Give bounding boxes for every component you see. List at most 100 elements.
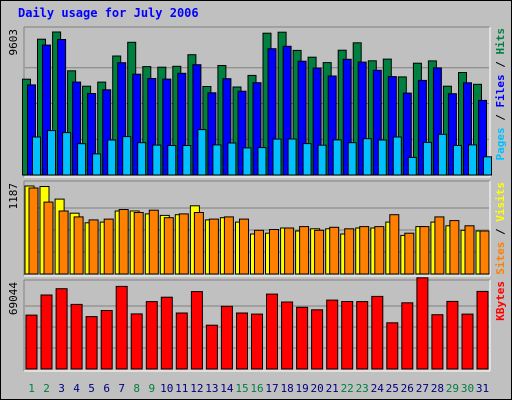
legend-visits: Visits xyxy=(494,182,507,222)
legend-separator: / xyxy=(494,108,507,128)
bar-pages-day-8 xyxy=(137,142,147,176)
x-tick-label-day-30: 30 xyxy=(461,382,474,395)
legend-files: Files xyxy=(494,74,507,107)
bar-sites-day-23 xyxy=(359,226,370,275)
bar-pages-day-21 xyxy=(332,139,342,176)
x-tick-label-day-26: 26 xyxy=(401,382,414,395)
x-tick-label-day-3: 3 xyxy=(58,382,65,395)
legend-separator: / xyxy=(494,222,507,242)
bar-pages-day-30 xyxy=(468,144,477,176)
bar-pages-day-16 xyxy=(257,147,267,176)
x-tick-label-day-12: 12 xyxy=(190,382,203,395)
x-tick-label-day-16: 16 xyxy=(250,382,263,395)
bar-files-day-20 xyxy=(312,67,322,176)
bar-files-day-9 xyxy=(147,78,157,176)
bar-kbytes-day-6 xyxy=(100,310,113,370)
x-tick-label-day-7: 7 xyxy=(118,382,125,395)
x-tick-label-day-15: 15 xyxy=(235,382,248,395)
x-tick-label-day-2: 2 xyxy=(43,382,50,395)
x-tick-label-day-13: 13 xyxy=(205,382,218,395)
panel-top-max-label: 9603 xyxy=(7,29,20,56)
bar-kbytes-day-30 xyxy=(461,313,474,370)
bar-files-day-30 xyxy=(463,82,472,176)
bar-files-day-12 xyxy=(192,64,202,176)
bar-files-day-31 xyxy=(478,99,487,176)
bar-sites-day-26 xyxy=(404,232,415,275)
bar-files-day-14 xyxy=(222,78,232,176)
bar-sites-day-12 xyxy=(193,212,204,275)
x-tick-label-day-23: 23 xyxy=(356,382,369,395)
bar-sites-day-18 xyxy=(284,227,295,275)
bar-files-day-18 xyxy=(282,45,292,176)
panel-bottom-legend: KBytes xyxy=(494,281,507,321)
bar-kbytes-day-31 xyxy=(476,290,489,370)
bar-kbytes-day-1 xyxy=(25,314,38,370)
bar-pages-day-25 xyxy=(392,136,402,176)
legend-hits: Hits xyxy=(494,28,507,55)
bar-files-day-24 xyxy=(372,69,382,176)
x-tick-label-day-9: 9 xyxy=(148,382,155,395)
bar-files-day-27 xyxy=(417,79,427,176)
bar-pages-day-11 xyxy=(182,145,192,176)
panel-bottom-max-label: 69044 xyxy=(7,282,20,315)
x-tick-label-day-5: 5 xyxy=(88,382,95,395)
bar-files-day-3 xyxy=(57,39,67,176)
bar-kbytes-day-23 xyxy=(356,301,369,370)
x-tick-label-day-31: 31 xyxy=(476,382,489,395)
bar-pages-day-19 xyxy=(302,143,312,176)
bar-kbytes-day-21 xyxy=(326,299,339,370)
bar-sites-day-13 xyxy=(208,218,219,275)
bar-sites-day-3 xyxy=(58,210,69,275)
legend-sites: Sites xyxy=(494,242,507,275)
bar-sites-day-29 xyxy=(449,220,460,275)
chart-title: Daily usage for July 2006 xyxy=(18,6,199,20)
x-tick-label-day-29: 29 xyxy=(446,382,459,395)
bar-pages-day-26 xyxy=(407,156,417,176)
bar-kbytes-day-15 xyxy=(236,312,248,370)
x-tick-label-day-24: 24 xyxy=(371,382,385,395)
bar-kbytes-day-16 xyxy=(251,313,263,370)
bar-sites-day-8 xyxy=(133,212,144,275)
bar-kbytes-day-22 xyxy=(341,301,354,370)
bar-pages-day-17 xyxy=(272,138,282,176)
bar-pages-day-1 xyxy=(32,136,41,176)
bar-sites-day-28 xyxy=(434,216,445,275)
bar-kbytes-day-2 xyxy=(40,294,53,370)
bar-pages-day-2 xyxy=(47,130,56,176)
bar-kbytes-day-29 xyxy=(446,300,459,370)
legend-pages: Pages xyxy=(494,127,507,160)
bar-pages-day-18 xyxy=(287,138,297,176)
bar-pages-day-3 xyxy=(62,132,72,176)
legend-kbytes: KBytes xyxy=(494,281,507,321)
bar-kbytes-day-8 xyxy=(130,313,143,370)
x-tick-label-day-27: 27 xyxy=(416,382,429,395)
bar-kbytes-day-3 xyxy=(55,288,68,370)
bar-pages-day-24 xyxy=(377,139,387,176)
x-tick-label-day-22: 22 xyxy=(341,382,354,395)
bar-kbytes-day-4 xyxy=(70,303,83,370)
bar-files-day-8 xyxy=(132,73,142,176)
x-tick-label-day-11: 11 xyxy=(175,382,188,395)
bar-sites-day-6 xyxy=(103,218,114,275)
bar-sites-day-16 xyxy=(254,229,264,275)
bar-kbytes-day-20 xyxy=(311,309,324,370)
bar-kbytes-day-18 xyxy=(281,301,294,370)
bar-files-day-28 xyxy=(432,67,442,176)
bar-sites-day-1 xyxy=(28,187,39,275)
bar-files-day-6 xyxy=(102,89,112,176)
bar-pages-day-13 xyxy=(212,144,222,176)
bar-kbytes-day-26 xyxy=(401,302,414,370)
bar-files-day-16 xyxy=(252,82,262,176)
bar-files-day-2 xyxy=(42,44,51,176)
bar-pages-day-9 xyxy=(152,144,162,176)
bar-pages-day-31 xyxy=(483,156,492,176)
panel-top-legend: Pages / Files / Hits xyxy=(494,28,507,161)
x-tick-label-day-18: 18 xyxy=(280,382,293,395)
x-tick-label-day-25: 25 xyxy=(386,382,399,395)
x-tick-label-day-28: 28 xyxy=(431,382,444,395)
bar-sites-day-9 xyxy=(148,209,159,275)
bar-pages-day-28 xyxy=(437,133,447,176)
bar-files-day-25 xyxy=(387,76,397,176)
bar-kbytes-day-11 xyxy=(175,312,188,370)
bar-files-day-5 xyxy=(87,93,97,176)
